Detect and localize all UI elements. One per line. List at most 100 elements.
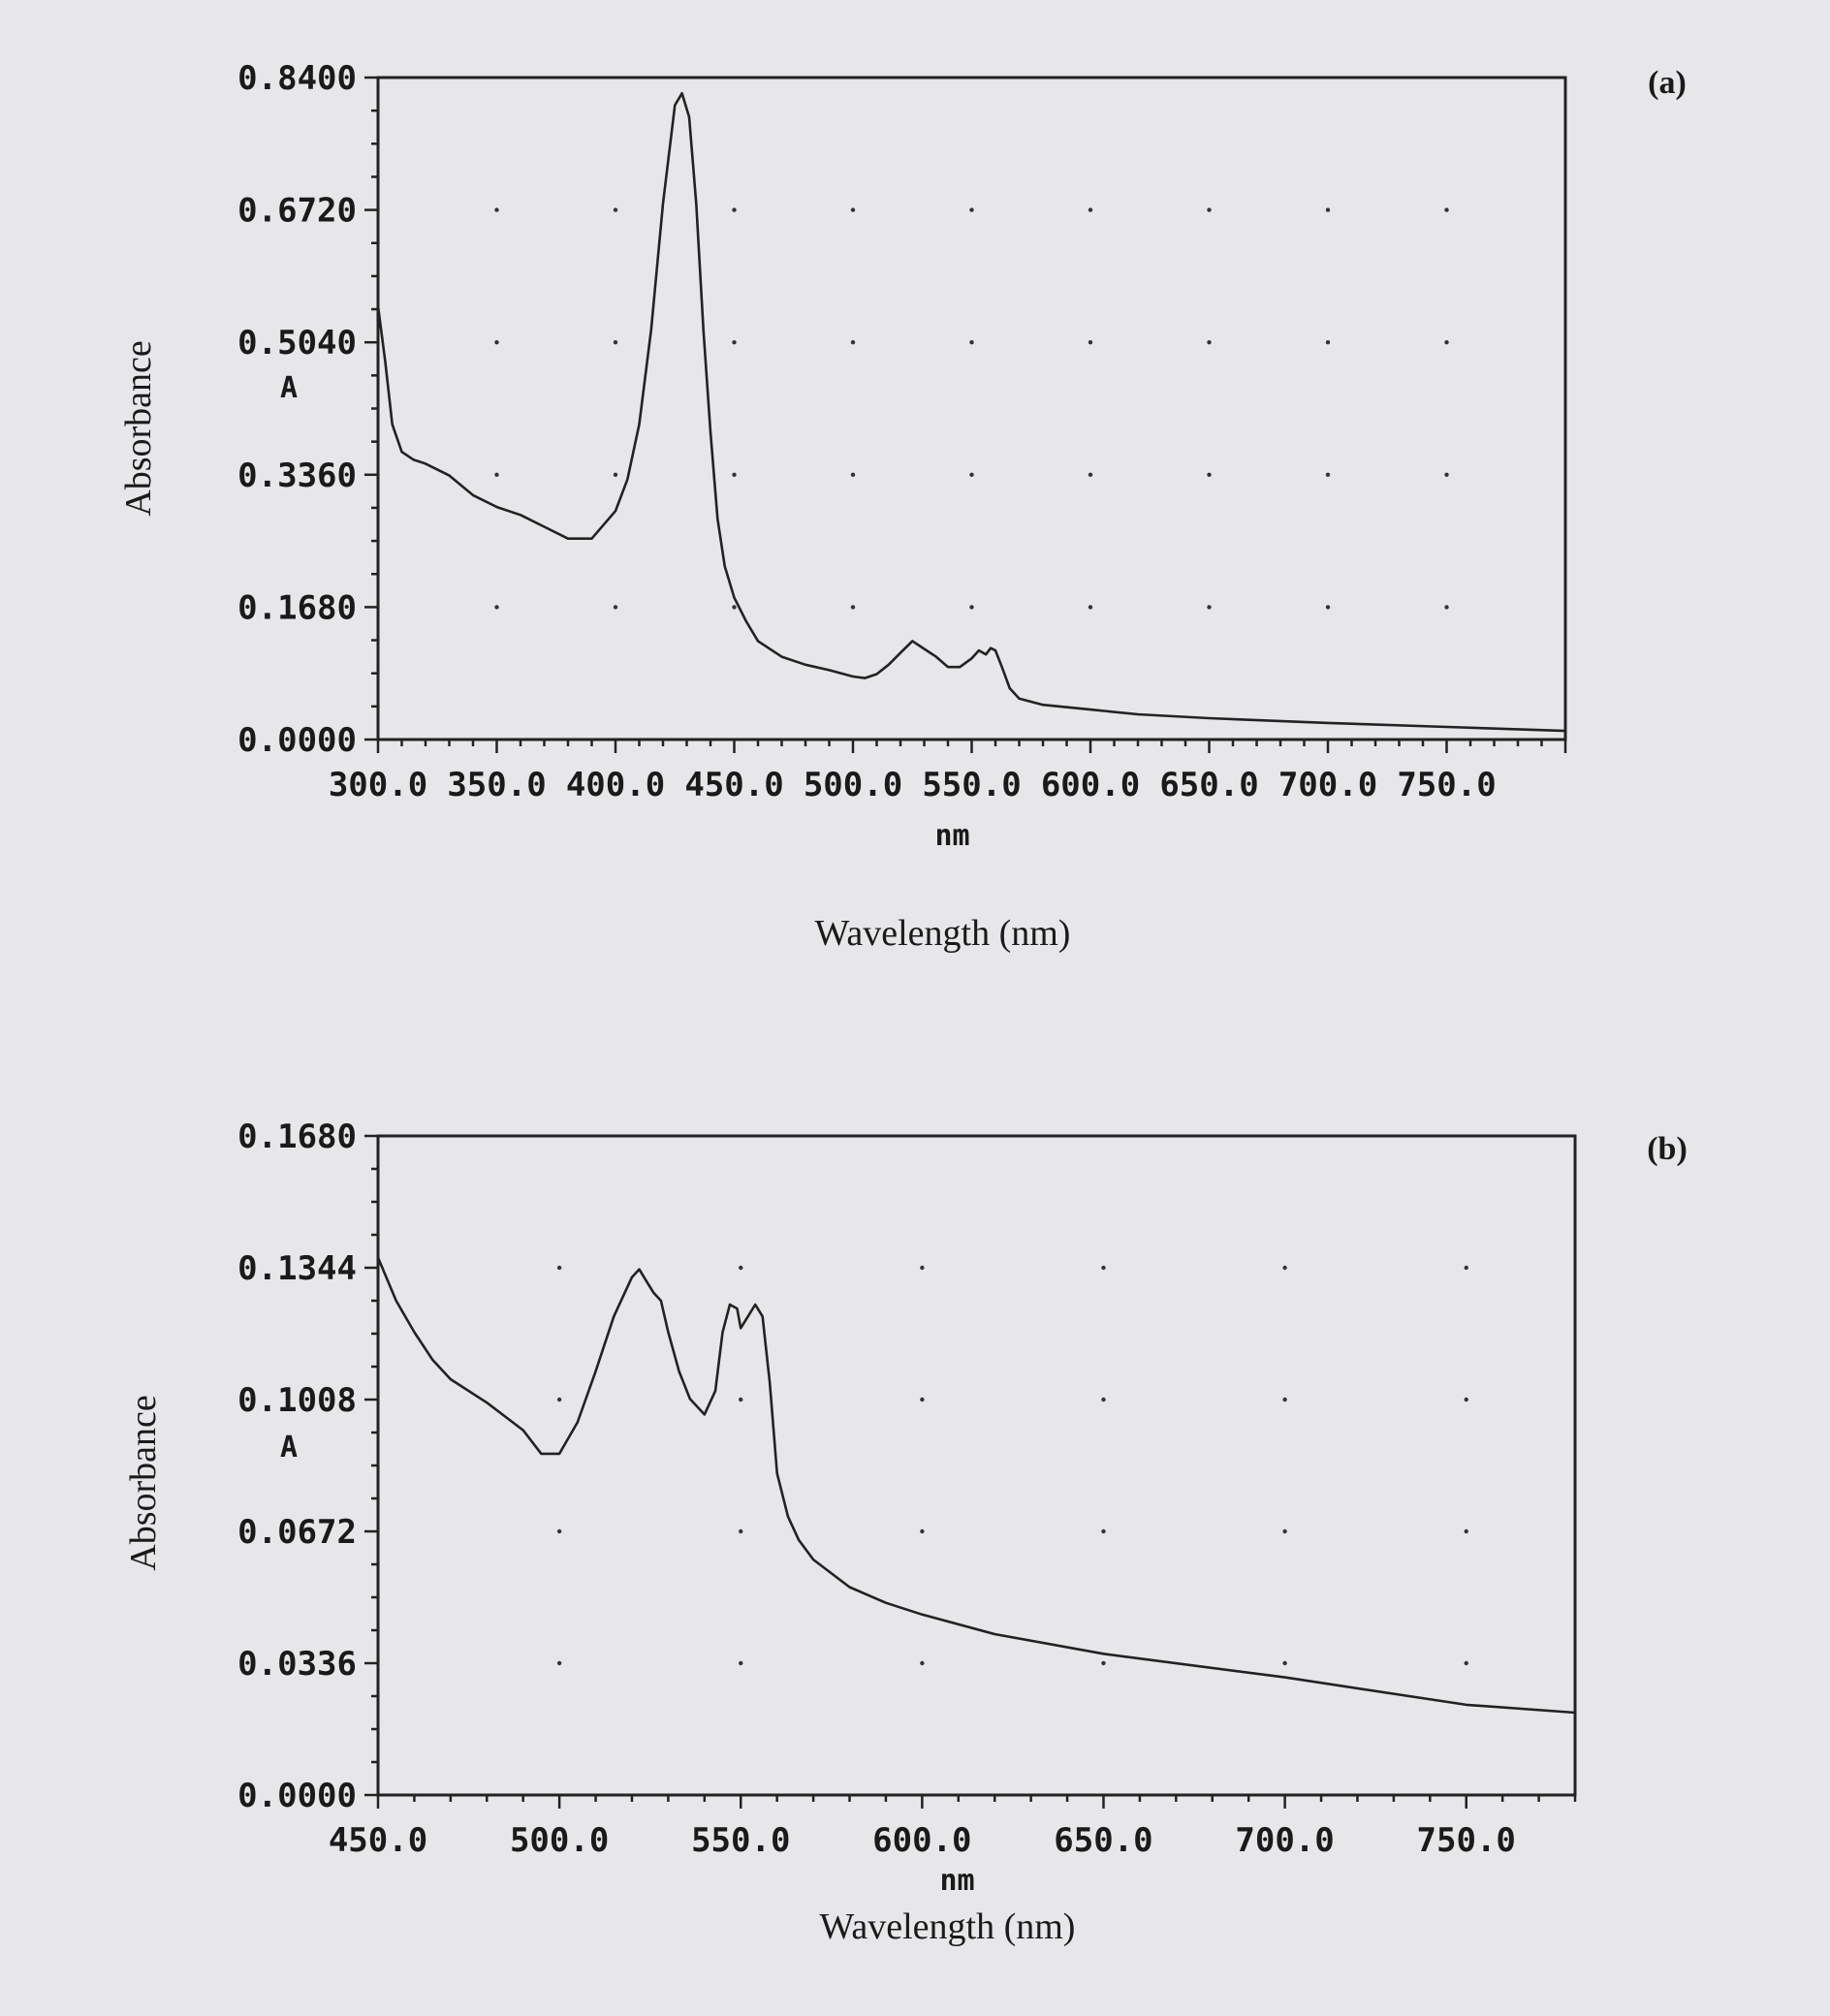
y-tick-label: 0.3360 (237, 457, 357, 495)
chart-panel-a: 0.0000 0.1680 0.3360 0.5040 0.6720 0.8400 300.… (118, 59, 1687, 954)
grid-dot (1325, 207, 1331, 212)
x-tick-label: 750.0 (1397, 766, 1496, 804)
y-tick-label: 0.1680 (237, 588, 357, 627)
grid-dot (1282, 1528, 1287, 1534)
grid-dot (494, 472, 499, 477)
y-axis-title: Absorbance (118, 340, 159, 516)
y-tick-label: 0.1008 (237, 1381, 357, 1420)
grid-dot (1088, 340, 1093, 345)
grid-dot (1207, 472, 1212, 477)
y-unit-label: A (280, 1431, 298, 1465)
grid-dot (1282, 1265, 1287, 1271)
x-unit-label: nm (939, 1864, 974, 1898)
grid-dot (1464, 1528, 1468, 1534)
x-tick-label: 700.0 (1235, 1821, 1334, 1860)
grid-dot (850, 207, 856, 212)
grid-dot (739, 1660, 743, 1666)
panel-label: (a) (1648, 65, 1687, 101)
y-tick-label: 0.0336 (237, 1645, 357, 1684)
grid-dot (969, 472, 974, 477)
grid-dot (1464, 1397, 1468, 1402)
grid-dot (739, 1397, 743, 1402)
grid-dot (850, 472, 856, 477)
grid-dot (1444, 472, 1449, 477)
y-tick-label: 0.5040 (237, 324, 357, 362)
grid-dot (969, 207, 974, 212)
x-tick-label: 650.0 (1054, 1821, 1152, 1860)
grid-dot (1101, 1528, 1106, 1534)
grid-dot (1101, 1660, 1106, 1666)
y-unit-label: A (280, 371, 298, 405)
grid-dot (1088, 207, 1093, 212)
grid-dot (494, 605, 499, 610)
grid-dot (613, 340, 618, 345)
y-tick-label: 0.1344 (237, 1249, 357, 1288)
grid-dot (1464, 1660, 1468, 1666)
grid-dot (556, 1528, 562, 1534)
x-axis-title: Wavelength (nm) (815, 913, 1071, 954)
grid-dot (556, 1265, 562, 1271)
y-tick-label: 0.6720 (237, 192, 357, 231)
grid-dot (732, 472, 737, 477)
grid-dot (1325, 340, 1331, 345)
chart-panel-b: 0.0000 0.0336 0.0672 0.1008 0.1344 0.1680 450.… (123, 1118, 1688, 1947)
x-tick-label: 400.0 (566, 766, 665, 804)
grid-dot (613, 472, 618, 477)
x-tick-label: 350.0 (447, 766, 546, 804)
grid-dot (1207, 605, 1212, 610)
x-tick-label: 500.0 (804, 766, 902, 804)
absorbance-spectrum-line (376, 1256, 1576, 1715)
y-tick-label: 0.8400 (237, 59, 357, 98)
y-tick-label: 0.1680 (237, 1118, 357, 1156)
grid-dot (732, 340, 737, 345)
grid-dot (1088, 472, 1093, 477)
grid-dot (969, 605, 974, 610)
grid-dot (1088, 605, 1093, 610)
grid-dot (969, 340, 974, 345)
grid-dot (1101, 1397, 1106, 1402)
x-tick-label: 550.0 (922, 766, 1021, 804)
x-tick-label: 600.0 (1041, 766, 1140, 804)
grid-dot (1444, 605, 1449, 610)
grid-dot (920, 1265, 925, 1271)
grid-dot (1101, 1265, 1106, 1271)
y-tick-label: 0.0000 (237, 1777, 357, 1815)
grid-dot (739, 1528, 743, 1534)
grid-dot (920, 1528, 925, 1534)
plot-frame (376, 1134, 1577, 1797)
x-tick-label: 750.0 (1417, 1821, 1516, 1860)
x-tick-label: 450.0 (329, 1821, 427, 1860)
grid-dot (1207, 207, 1212, 212)
grid-dot (850, 605, 856, 610)
x-unit-label: nm (934, 819, 969, 853)
grid-dot (1325, 472, 1331, 477)
grid-dot (1325, 605, 1331, 610)
grid-dot (494, 207, 499, 212)
grid-dot (1282, 1397, 1287, 1402)
y-tick-label: 0.0672 (237, 1513, 357, 1552)
y-axis-title: Absorbance (123, 1395, 164, 1570)
grid-dot (920, 1397, 925, 1402)
grid-dot (1444, 340, 1449, 345)
grid-dot (739, 1265, 743, 1271)
grid-dot (494, 340, 499, 345)
x-tick-label: 500.0 (510, 1821, 609, 1860)
grid-dot (732, 605, 737, 610)
y-tick-label: 0.0000 (237, 721, 357, 760)
x-tick-label: 550.0 (691, 1821, 790, 1860)
plot-frame (376, 76, 1567, 741)
x-axis-title: Wavelength (nm) (820, 1906, 1076, 1947)
grid-dot (732, 207, 737, 212)
grid-dot (1207, 340, 1212, 345)
x-tick-label: 700.0 (1278, 766, 1377, 804)
grid-dot (556, 1660, 562, 1666)
grid-dot (613, 605, 618, 610)
grid-dot (1444, 207, 1449, 212)
absorbance-spectrum-line (376, 92, 1566, 733)
grid-dot (613, 207, 618, 212)
grid-dot (850, 340, 856, 345)
panel-label: (b) (1647, 1131, 1688, 1167)
grid-dot (556, 1397, 562, 1402)
